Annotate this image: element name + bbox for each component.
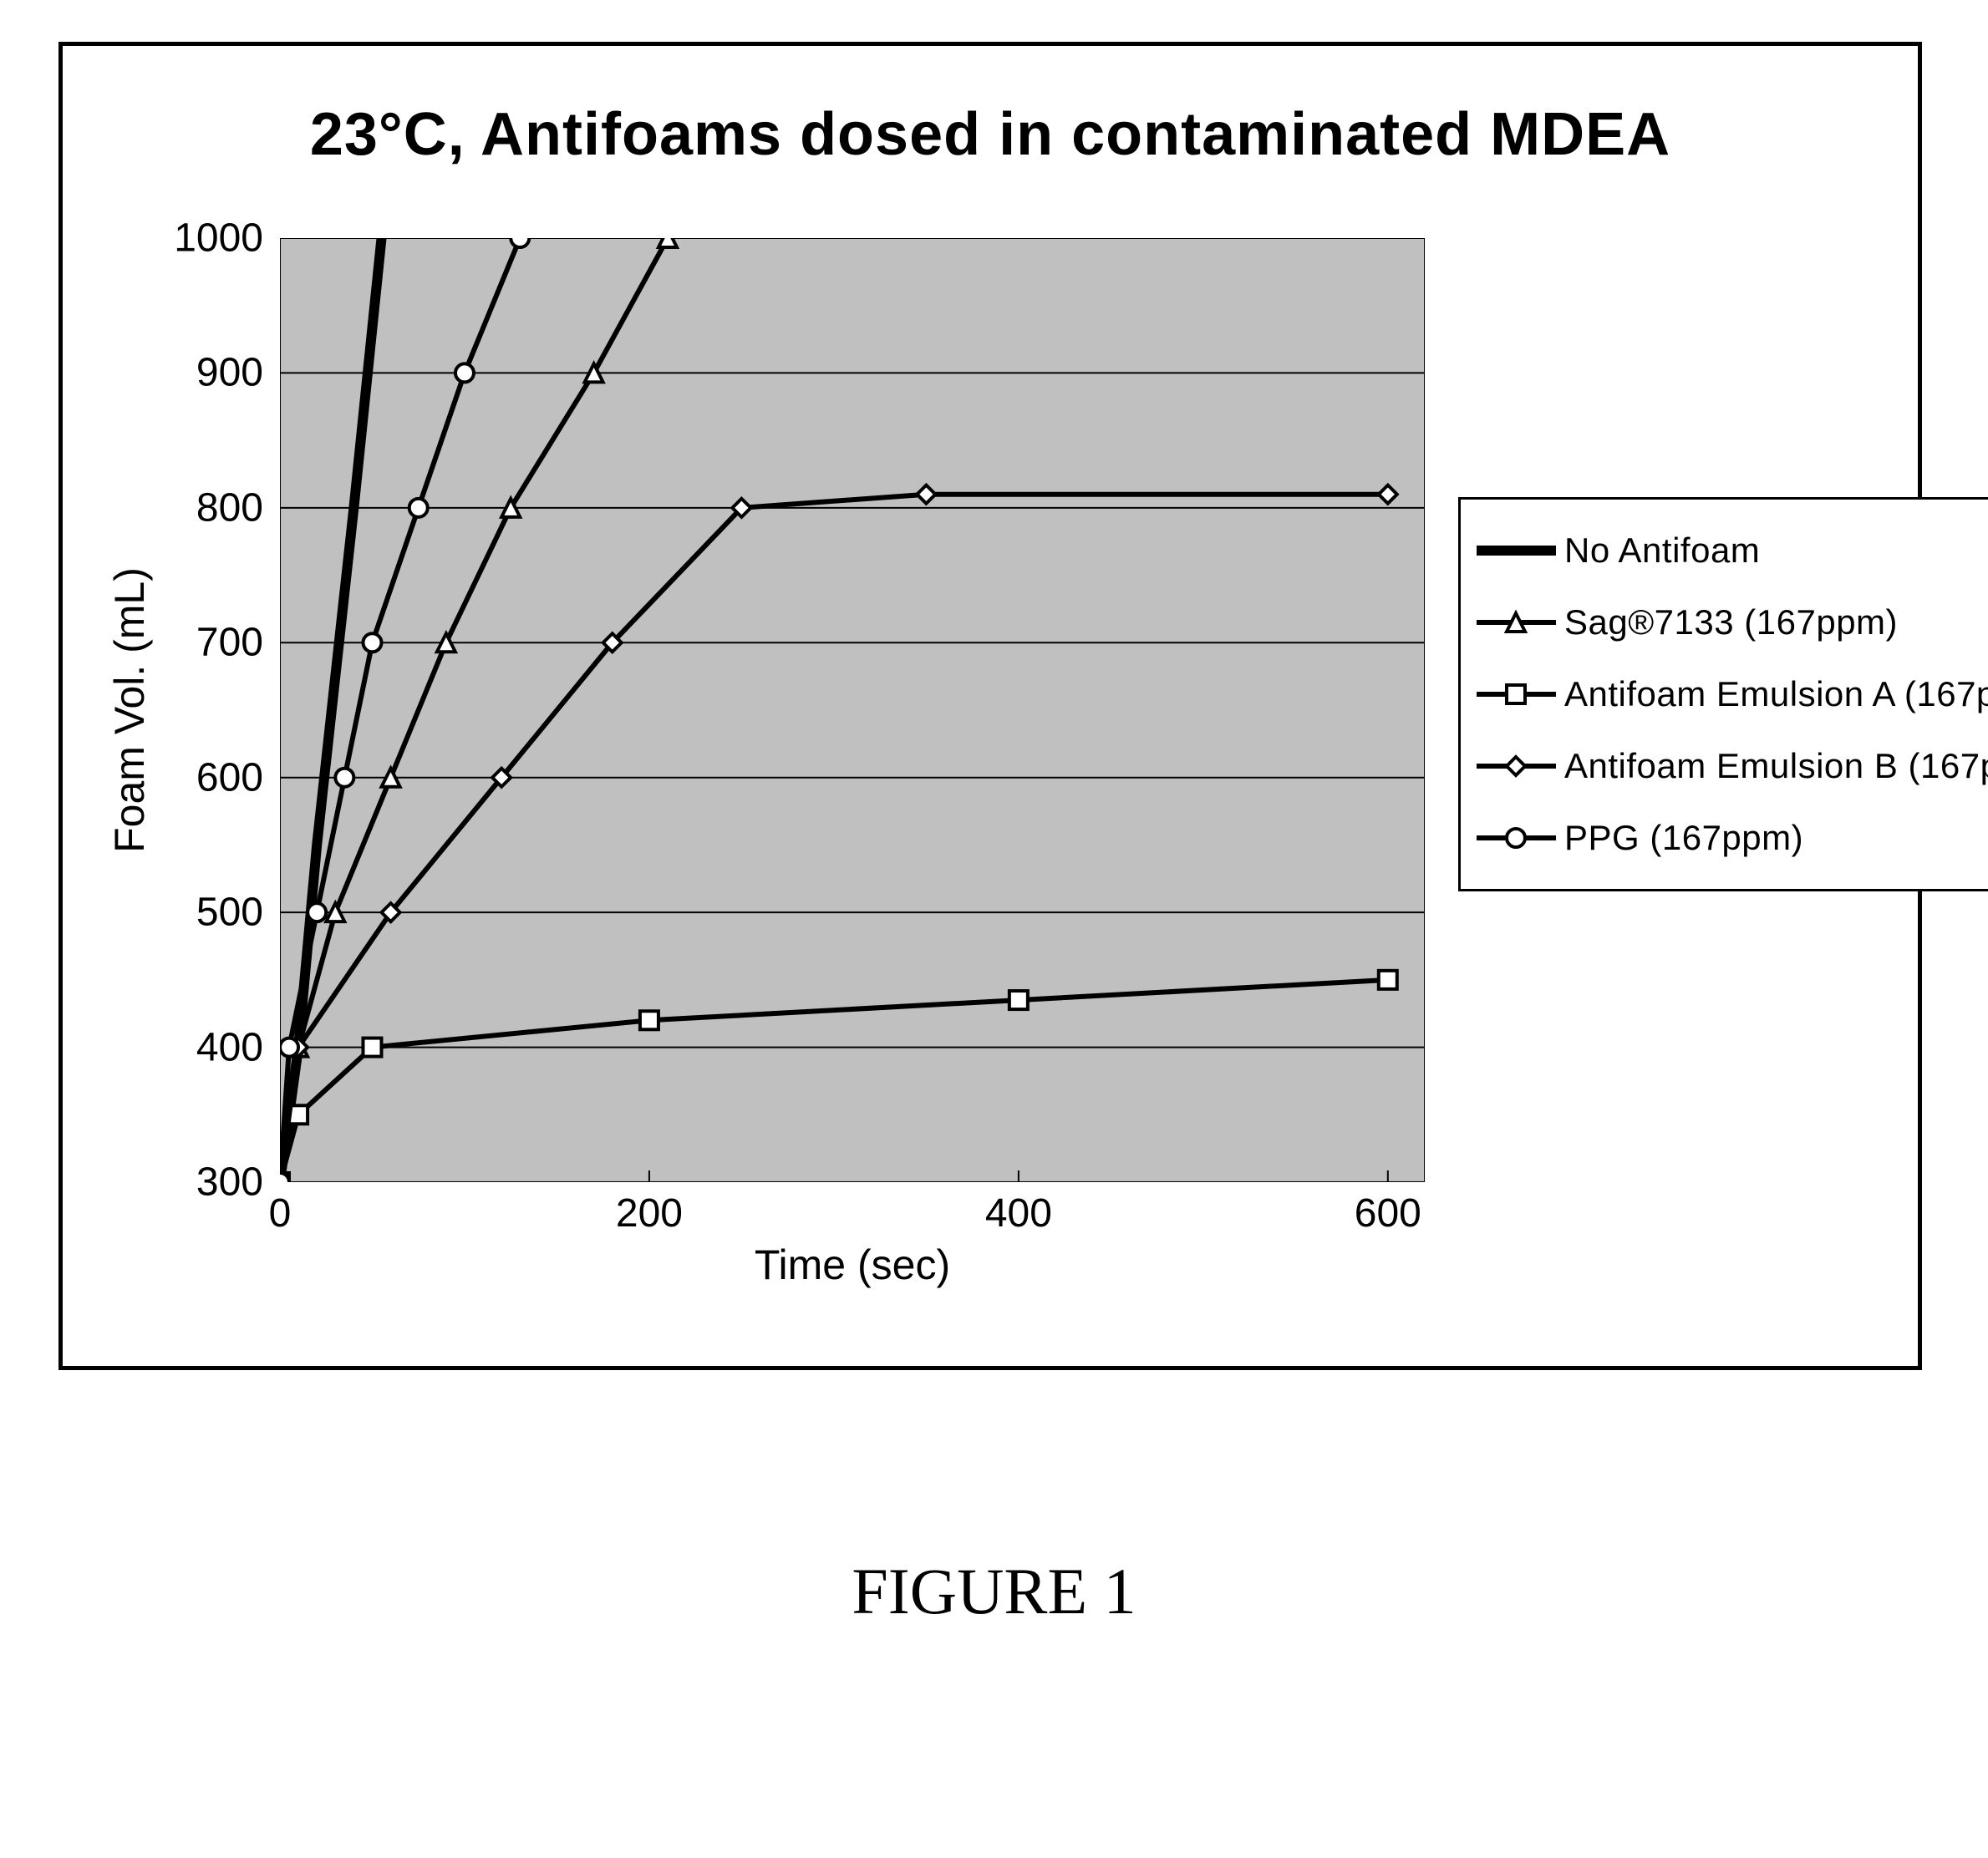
figure-label: FIGURE 1 (0, 1554, 1988, 1629)
y-tick-label: 800 (138, 485, 263, 530)
legend-row: Antifoam Emulsion B (167ppm) (1472, 730, 1988, 802)
y-tick-label: 600 (138, 754, 263, 800)
legend-swatch (1472, 802, 1564, 874)
legend-swatch (1472, 586, 1564, 658)
legend-label: No Antifoam (1564, 530, 1760, 571)
legend-swatch (1472, 658, 1564, 730)
legend-swatch (1472, 730, 1564, 802)
x-axis-label: Time (sec) (280, 1241, 1425, 1289)
x-tick-label: 400 (952, 1190, 1086, 1236)
legend-label: PPG (167ppm) (1564, 818, 1803, 858)
legend-row: Antifoam Emulsion A (167ppm) (1472, 658, 1988, 730)
y-tick-label: 700 (138, 620, 263, 666)
y-tick-label: 900 (138, 350, 263, 396)
x-tick-label: 200 (582, 1190, 716, 1236)
plot-svg (280, 238, 1425, 1182)
x-tick-label: 0 (213, 1190, 347, 1236)
y-tick-label: 400 (138, 1024, 263, 1070)
legend-label: Antifoam Emulsion B (167ppm) (1564, 746, 1988, 786)
legend: No Antifoam Sag®7133 (167ppm) Antifoam Emu… (1458, 497, 1988, 891)
legend-swatch (1472, 515, 1564, 586)
legend-row: No Antifoam (1472, 515, 1988, 586)
page: 23°C, Antifoams dosed in contaminated MD… (0, 0, 1988, 1858)
plot-wrap: Foam Vol. (mL) 3004005006007008009001000… (188, 238, 1851, 1316)
legend-label: Sag®7133 (167ppm) (1564, 602, 1898, 642)
y-tick-label: 500 (138, 890, 263, 936)
legend-row: Sag®7133 (167ppm) (1472, 586, 1988, 658)
chart-title: 23°C, Antifoams dosed in contaminated MD… (63, 100, 1918, 169)
y-tick-label: 1000 (138, 216, 263, 261)
plot-area (280, 238, 1425, 1182)
legend-label: Antifoam Emulsion A (167ppm) (1564, 674, 1988, 714)
x-tick-label: 600 (1321, 1190, 1455, 1236)
chart-frame: 23°C, Antifoams dosed in contaminated MD… (58, 42, 1922, 1370)
legend-row: PPG (167ppm) (1472, 802, 1988, 874)
